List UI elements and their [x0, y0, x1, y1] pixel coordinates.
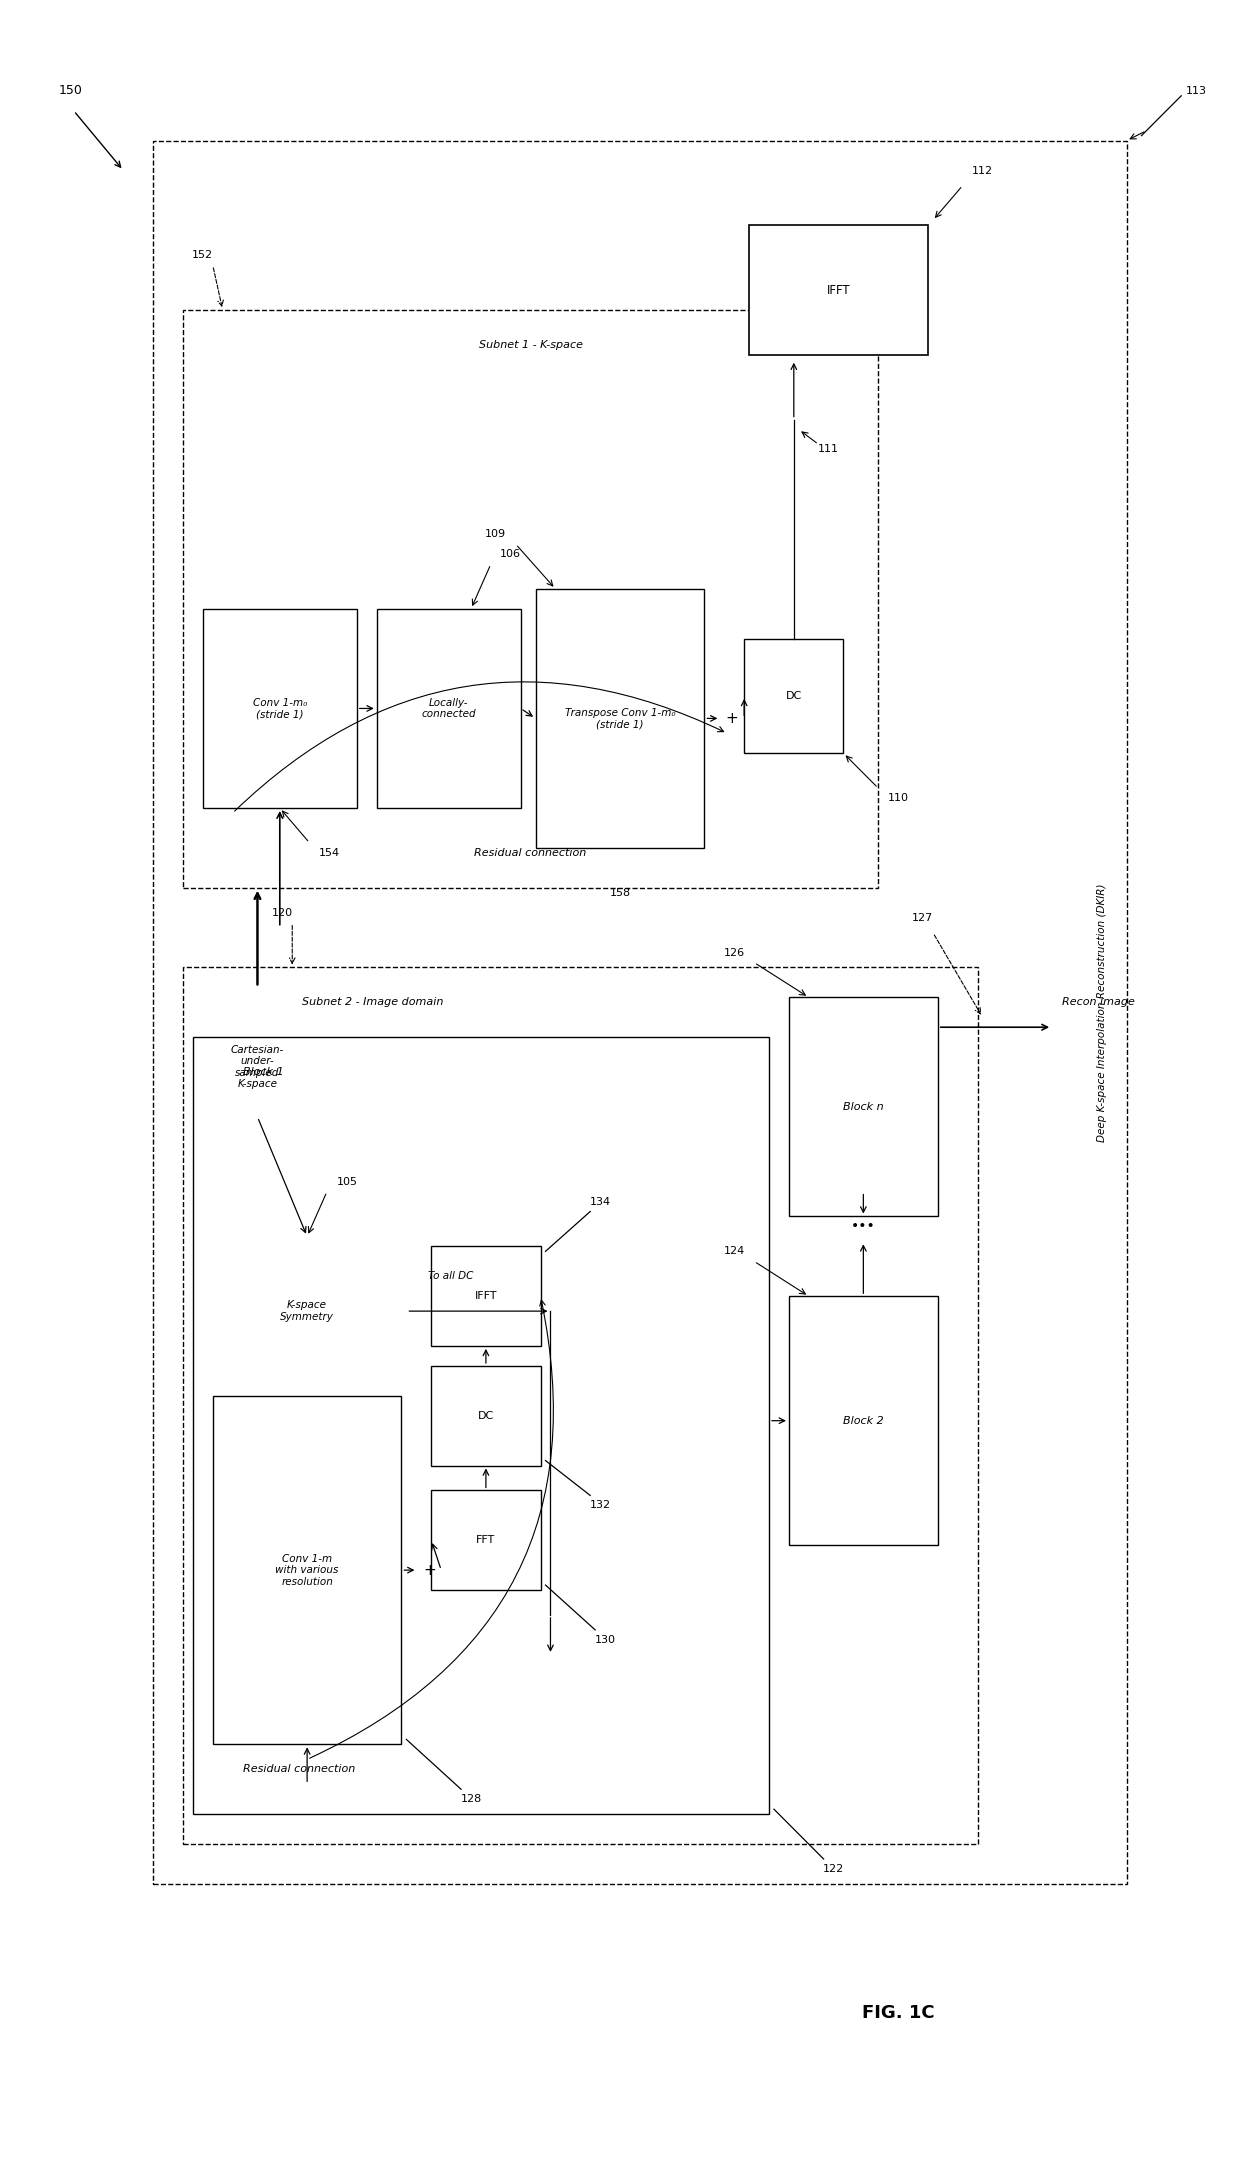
Text: Block n: Block n: [843, 1101, 884, 1112]
Text: Subnet 1 - K-space: Subnet 1 - K-space: [479, 340, 583, 349]
Text: Residual connection: Residual connection: [475, 847, 587, 858]
Text: Transpose Conv 1-m₀
(stride 1): Transpose Conv 1-m₀ (stride 1): [564, 709, 676, 730]
Text: To all DC: To all DC: [429, 1272, 474, 1281]
Text: DC: DC: [477, 1411, 494, 1422]
Bar: [536, 589, 704, 847]
Text: 158: 158: [609, 888, 631, 897]
Bar: [789, 997, 937, 1216]
Text: DC: DC: [786, 691, 802, 700]
Text: K-space
Symmetry: K-space Symmetry: [280, 1300, 334, 1322]
Text: 154: 154: [319, 847, 340, 858]
Text: FFT: FFT: [476, 1534, 496, 1545]
Text: 150: 150: [58, 85, 83, 98]
Text: Conv 1-m
with various
resolution: Conv 1-m with various resolution: [275, 1554, 339, 1586]
Text: +: +: [725, 711, 739, 726]
Text: 152: 152: [192, 249, 213, 260]
Bar: [213, 1396, 402, 1744]
Bar: [203, 609, 357, 808]
Bar: [154, 141, 1127, 1883]
Bar: [432, 1246, 541, 1346]
Text: 124: 124: [724, 1246, 745, 1257]
Text: FIG. 1C: FIG. 1C: [862, 2004, 935, 2022]
Text: 128: 128: [460, 1794, 481, 1805]
Text: Block 1: Block 1: [243, 1066, 283, 1077]
Text: Subnet 2 - Image domain: Subnet 2 - Image domain: [303, 997, 444, 1008]
Text: 109: 109: [485, 529, 506, 540]
Text: Locally-
connected: Locally- connected: [422, 698, 476, 719]
Text: 120: 120: [272, 908, 293, 917]
Bar: [749, 225, 928, 355]
Bar: [184, 310, 878, 888]
Text: IFFT: IFFT: [827, 284, 851, 297]
Text: 112: 112: [972, 165, 993, 176]
Bar: [744, 639, 843, 754]
Text: •••: •••: [851, 1220, 875, 1233]
Text: 132: 132: [589, 1500, 610, 1510]
Text: +: +: [423, 1562, 435, 1578]
Text: IFFT: IFFT: [475, 1292, 497, 1300]
Text: 111: 111: [818, 444, 839, 455]
Text: 126: 126: [724, 947, 745, 958]
Bar: [432, 1491, 541, 1591]
Text: 134: 134: [589, 1196, 610, 1207]
Bar: [377, 609, 521, 808]
Text: Residual connection: Residual connection: [243, 1764, 355, 1775]
Text: 106: 106: [500, 548, 521, 559]
Text: 110: 110: [888, 793, 909, 804]
Bar: [184, 966, 977, 1844]
Text: 122: 122: [823, 1864, 844, 1874]
Text: 127: 127: [913, 912, 934, 923]
Bar: [208, 1237, 407, 1387]
Text: Deep K-space Interpolation Reconstruction (DKIR): Deep K-space Interpolation Reconstructio…: [1096, 882, 1107, 1142]
Text: Recon image: Recon image: [1061, 997, 1135, 1008]
Text: 130: 130: [595, 1634, 615, 1645]
Bar: [432, 1365, 541, 1465]
Text: Block 2: Block 2: [843, 1415, 884, 1426]
Bar: [789, 1296, 937, 1545]
Text: Cartesian-
under-
sampled
K-space: Cartesian- under- sampled K-space: [231, 1044, 284, 1090]
Text: Conv 1-m₀
(stride 1): Conv 1-m₀ (stride 1): [253, 698, 308, 719]
Text: 105: 105: [336, 1177, 357, 1188]
Text: 113: 113: [1187, 87, 1208, 95]
Bar: [193, 1038, 769, 1814]
